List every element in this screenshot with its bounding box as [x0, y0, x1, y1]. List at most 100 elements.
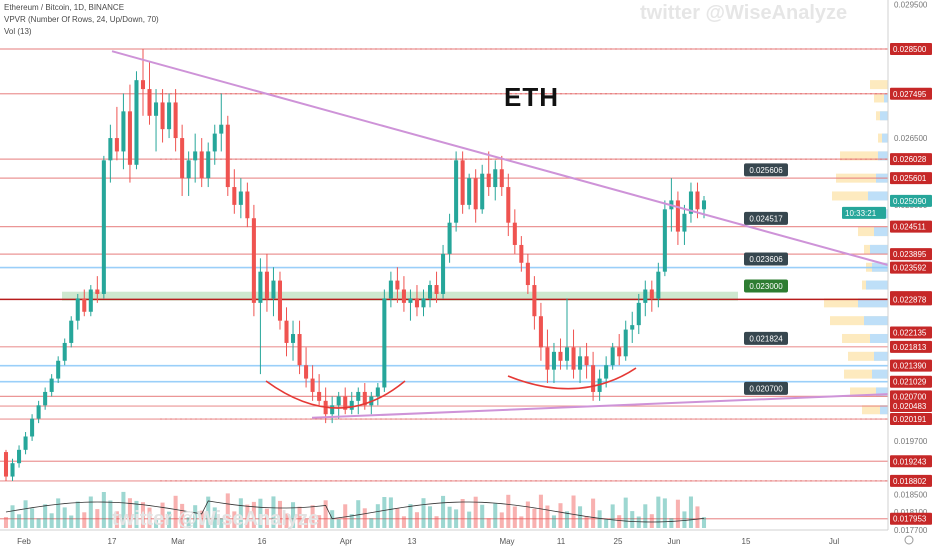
- volume-bar: [304, 519, 309, 528]
- level-price-text: 0.028500: [893, 45, 927, 54]
- volume-bar: [317, 515, 322, 528]
- level-price-text: 0.022878: [893, 295, 927, 304]
- volume-bar: [636, 516, 641, 528]
- volume-bar: [382, 497, 387, 528]
- callout-value: 0.020700: [749, 384, 783, 393]
- volume-bar: [160, 502, 165, 528]
- candle-body: [427, 285, 433, 299]
- volume-bar: [212, 507, 217, 528]
- y-tick-label: 0.029500: [894, 0, 928, 9]
- x-tick-label: Jun: [668, 537, 681, 546]
- volume-bar: [649, 514, 654, 528]
- candle-body: [277, 280, 283, 321]
- volume-bar: [101, 492, 106, 528]
- eth-annotation: ETH: [504, 82, 559, 112]
- price-axis-bg: [888, 0, 932, 550]
- volume-bar: [545, 505, 550, 528]
- candle-body: [343, 396, 348, 410]
- volume-bar: [62, 507, 67, 528]
- vpvr-row: [850, 387, 888, 397]
- vpvr-row-up: [870, 333, 888, 343]
- candle-body: [82, 298, 87, 312]
- candle-body: [251, 218, 256, 303]
- level-price-text: 0.023592: [893, 264, 927, 273]
- candle-body: [258, 271, 263, 303]
- volume-bar: [525, 501, 530, 528]
- volume-bar: [551, 515, 556, 528]
- candle-body: [617, 347, 622, 357]
- volume-bar: [401, 516, 406, 528]
- x-tick-label: Apr: [340, 537, 353, 546]
- x-tick-label: 15: [742, 537, 751, 546]
- volume-bar: [69, 515, 74, 528]
- volume-bar: [441, 495, 446, 528]
- volume-bar: [486, 518, 491, 528]
- candle-body: [304, 365, 309, 379]
- volume-bar: [427, 506, 433, 528]
- volume-bar: [375, 504, 380, 528]
- candle-body: [36, 405, 41, 419]
- volume-bar: [493, 503, 498, 528]
- vpvr-row: [874, 93, 888, 103]
- vpvr-indicator-label[interactable]: VPVR (Number Of Rows, 24, Up/Down, 70): [4, 15, 159, 24]
- volume-bar: [167, 511, 172, 528]
- vpvr-row-up: [870, 244, 888, 254]
- price-callout: [744, 331, 788, 345]
- candle-body: [532, 285, 537, 317]
- candle-body: [349, 400, 354, 410]
- volume-bar: [43, 504, 48, 528]
- vpvr-row-up: [880, 111, 888, 121]
- callout-value: 0.025606: [749, 166, 783, 175]
- volume-bar: [362, 508, 367, 528]
- candle-body: [460, 160, 465, 205]
- level-price-text: 0.021813: [893, 343, 927, 352]
- volume-bar: [258, 498, 263, 528]
- volume-bar: [395, 508, 400, 528]
- candle-body: [108, 138, 113, 161]
- candle-body: [441, 253, 446, 294]
- candle-body: [695, 191, 700, 210]
- level-price-label: [890, 400, 932, 413]
- volume-bar: [173, 495, 178, 528]
- candle-body: [388, 280, 393, 299]
- level-price-label: [890, 390, 932, 403]
- candle-body: [101, 160, 106, 294]
- level-price-text: 0.019243: [893, 457, 927, 466]
- candle-body: [493, 169, 498, 188]
- volume-bar: [127, 498, 132, 528]
- countdown-text: 10:33:21: [845, 209, 877, 218]
- volume-bar: [323, 500, 328, 528]
- level-price-label: [890, 220, 932, 233]
- volume-bar: [538, 494, 543, 528]
- candle-body: [297, 334, 302, 366]
- volume-bar: [460, 499, 465, 528]
- volume-bar: [88, 496, 93, 528]
- volume-bar: [578, 506, 583, 528]
- candle-body: [473, 178, 478, 210]
- candle-body: [623, 329, 628, 357]
- volume-bar: [519, 516, 524, 528]
- volume-bar: [134, 500, 139, 528]
- level-price-text: 0.023895: [893, 250, 927, 259]
- level-price-label: [890, 261, 932, 274]
- volume-indicator-label[interactable]: Vol (13): [4, 27, 32, 36]
- x-tick-label: 13: [408, 537, 417, 546]
- level-price-label: [890, 455, 932, 468]
- symbol-title[interactable]: Ethereum / Bitcoin, 1D, BINANCE: [4, 3, 125, 12]
- volume-bar: [140, 502, 146, 528]
- candle-body: [206, 151, 211, 179]
- level-price-label: [890, 42, 932, 55]
- volume-bar: [219, 518, 224, 528]
- volume-bar: [558, 503, 563, 528]
- candle-body: [127, 111, 132, 165]
- volume-bar: [271, 496, 276, 528]
- level-price-text: 0.020700: [893, 392, 927, 401]
- level-price-label: [890, 293, 932, 306]
- candle-body: [467, 178, 472, 205]
- level-price-text: 0.020191: [893, 415, 927, 424]
- candle-body: [701, 200, 707, 210]
- level-price-text: 0.025090: [893, 197, 927, 206]
- candle-body: [186, 160, 191, 179]
- x-tick-label: 16: [258, 537, 267, 546]
